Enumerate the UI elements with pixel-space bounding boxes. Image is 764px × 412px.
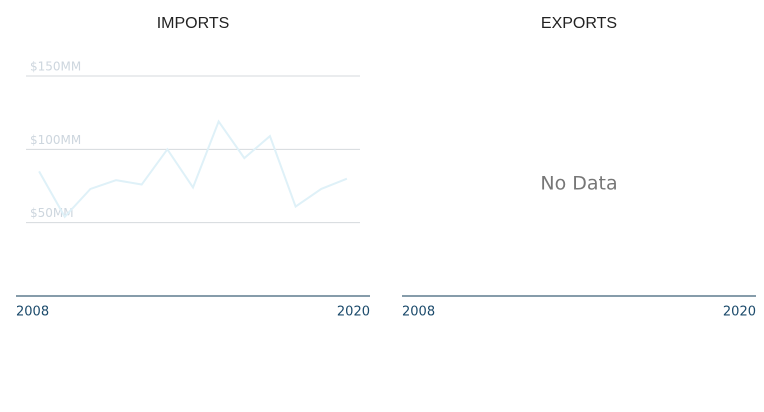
no-data-message: No Data — [540, 173, 617, 195]
y-tick-label: $100MM — [30, 133, 81, 147]
line — [38, 119, 348, 219]
x-tick-label: 2020 — [337, 305, 370, 320]
x-tick-label: 2008 — [16, 305, 49, 320]
y-tick-label: $150MM — [30, 60, 81, 74]
x-tick-label: 2008 — [402, 305, 435, 320]
chart-title: IMPORTS — [157, 15, 230, 32]
x-tick-label: 2020 — [723, 305, 756, 320]
chart-title: EXPORTS — [541, 15, 617, 32]
y-tick-label: $50MM — [30, 206, 74, 220]
